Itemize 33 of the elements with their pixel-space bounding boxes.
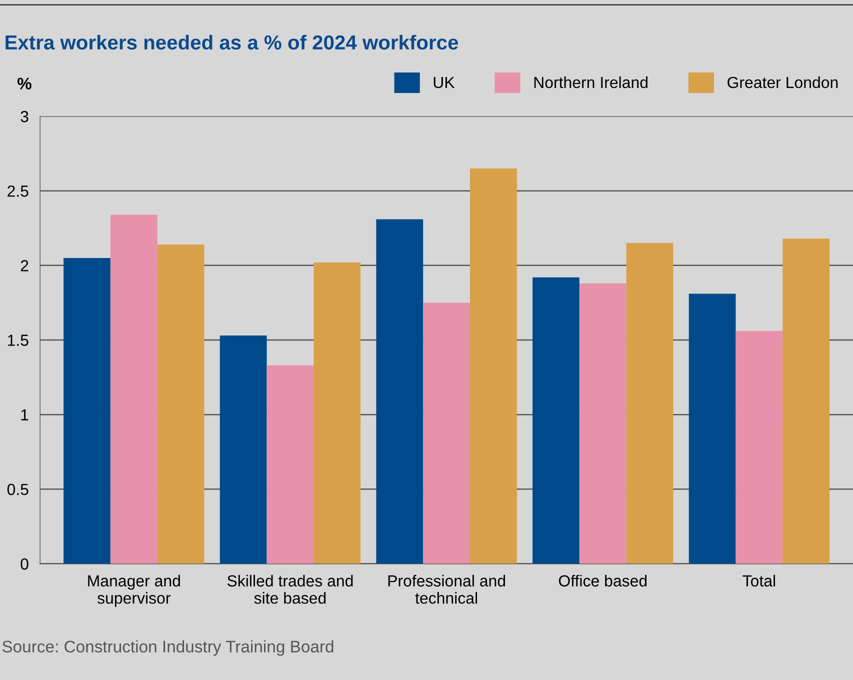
bar xyxy=(736,331,783,564)
y-tick-label: 1 xyxy=(21,409,28,420)
x-tick-label: Manager and supervisor xyxy=(88,574,180,607)
y-axis-title: % xyxy=(17,78,32,90)
bar xyxy=(423,302,470,564)
bar xyxy=(376,219,424,564)
y-tick-label: 0 xyxy=(20,558,28,570)
bar xyxy=(626,243,674,564)
bar xyxy=(64,258,110,564)
bar xyxy=(266,365,314,564)
bar xyxy=(579,283,626,564)
x-tick-label: Skilled trades and site based xyxy=(227,574,353,604)
y-tick-label: 0.5 xyxy=(7,484,28,496)
y-tick-label: 2 xyxy=(20,260,28,272)
chart-title: Extra workers needed as a % of 2024 workforce xyxy=(6,34,458,50)
legend-label: UK xyxy=(434,76,455,88)
y-tick-label: 3 xyxy=(20,110,28,122)
bar xyxy=(220,336,267,564)
x-tick-label: Professional and technical xyxy=(388,574,506,604)
x-tick-label: Total xyxy=(742,574,775,587)
y-tick-label: 2.5 xyxy=(8,185,28,197)
legend-label: Greater London xyxy=(728,76,838,88)
bar xyxy=(470,168,517,564)
bar xyxy=(314,262,361,564)
bar xyxy=(110,214,158,564)
bar xyxy=(532,277,580,564)
source-note: Source: Construction Industry Training Board xyxy=(2,640,334,656)
bar xyxy=(688,294,736,564)
x-tick-label: Office based xyxy=(558,574,647,587)
bar xyxy=(782,238,830,564)
y-tick-label: 1.5 xyxy=(8,334,28,346)
legend-label: Northern Ireland xyxy=(534,76,648,88)
bar xyxy=(157,244,204,564)
